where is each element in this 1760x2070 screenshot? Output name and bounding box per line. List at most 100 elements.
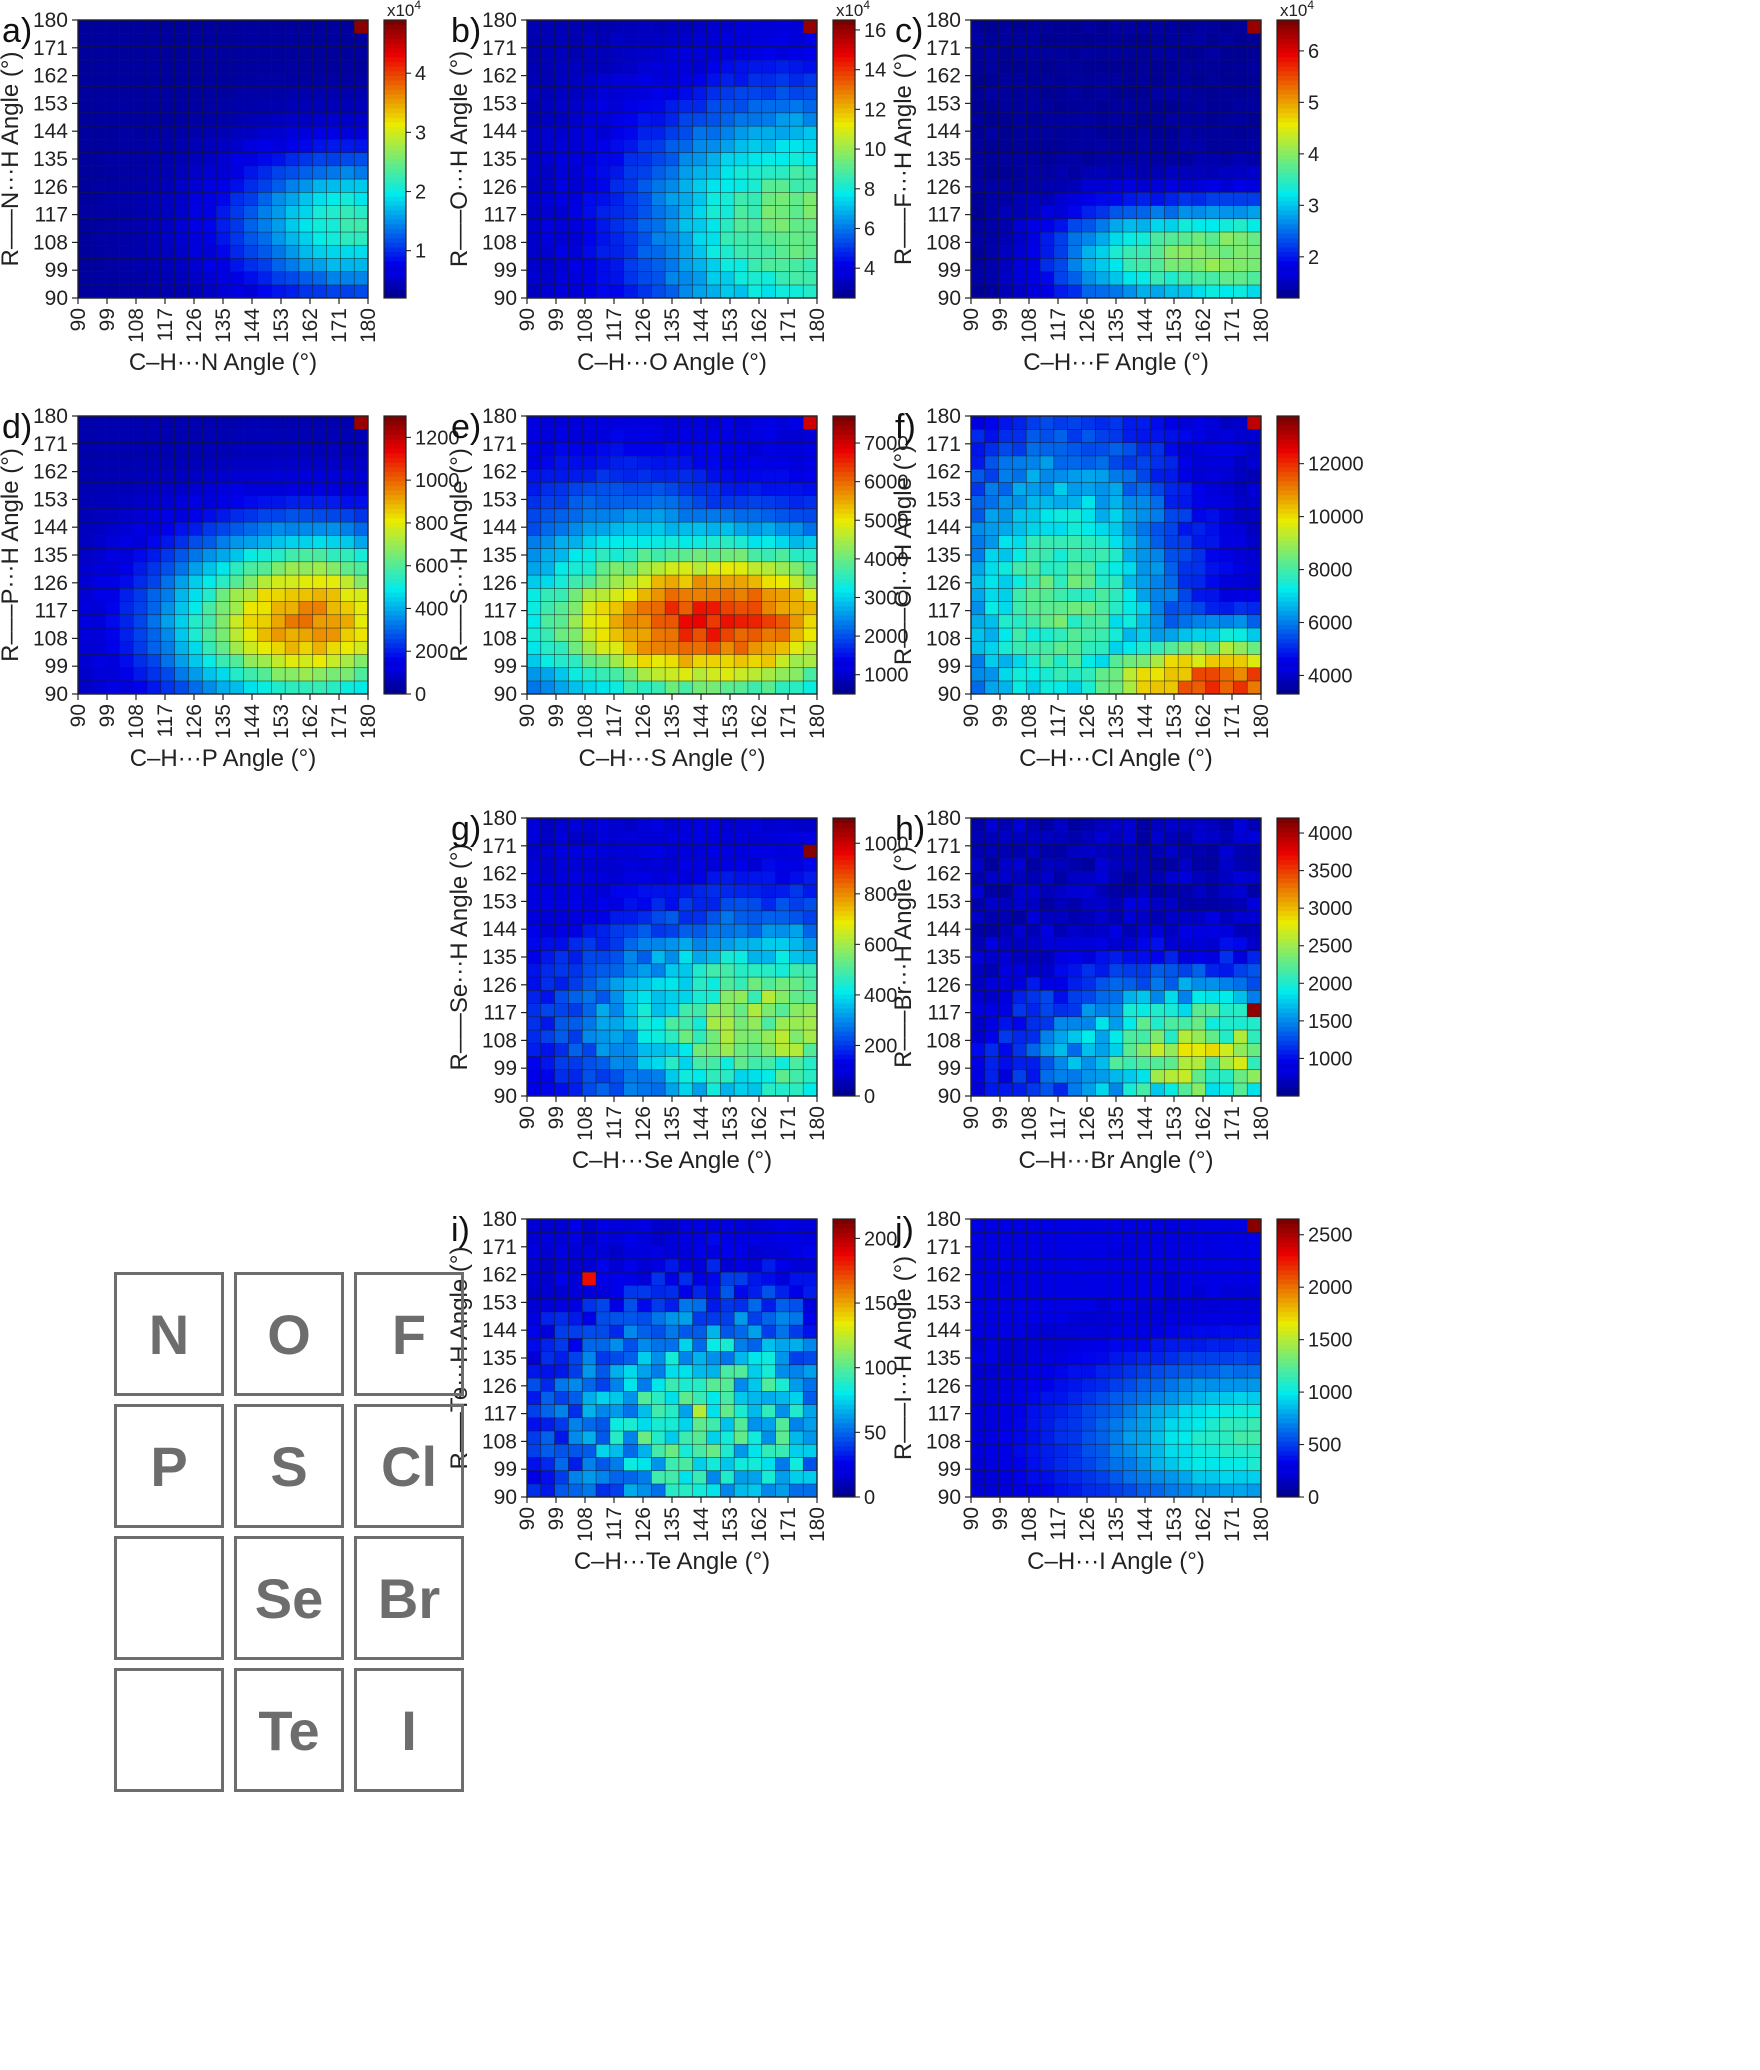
heatmap-cell (1122, 667, 1138, 682)
heatmap-cell (789, 85, 804, 100)
heatmap-cell (1150, 601, 1165, 616)
heatmap-cell (1233, 830, 1248, 845)
heatmap-cell (271, 138, 286, 153)
heatmap-cell (1150, 218, 1165, 233)
heatmap-cell (1025, 428, 1041, 443)
heatmap-cell (568, 548, 583, 563)
heatmap-cell (802, 1298, 818, 1313)
heatmap-cell (998, 468, 1013, 483)
heatmap-cell (1246, 1042, 1262, 1057)
heatmap-cell (692, 46, 708, 61)
x-tick-label: 162 (748, 1106, 771, 1141)
heatmap-cell (1246, 1055, 1262, 1071)
heatmap-cell (1246, 191, 1262, 206)
heatmap-cell (271, 508, 286, 523)
colorbar-segment (833, 108, 855, 114)
heatmap-cell (1246, 455, 1262, 470)
colorbar-segment (384, 661, 406, 667)
heatmap-cell (1136, 1069, 1152, 1084)
heatmap-cell (664, 284, 680, 299)
heatmap-cell (970, 817, 986, 832)
heatmap-cell (581, 883, 597, 898)
heatmap-cell (1053, 587, 1069, 602)
heatmap-cell (984, 1055, 1000, 1071)
y-tick-label: 117 (928, 1002, 961, 1025)
heatmap-cell (1122, 548, 1138, 563)
heatmap-cell (1136, 1082, 1152, 1097)
heatmap-cell (720, 976, 735, 991)
heatmap-cell (789, 508, 804, 523)
heatmap-cell (1053, 72, 1069, 87)
x-tick-label: 180 (357, 704, 380, 739)
heatmap-cell (692, 1324, 708, 1339)
x-tick-label: 144 (690, 308, 713, 343)
heatmap-cell (554, 32, 569, 47)
heatmap-cell (174, 125, 189, 140)
heatmap-cell (188, 428, 203, 443)
heatmap-cell (1177, 428, 1193, 443)
heatmap-cell (1039, 870, 1055, 885)
heatmap-cell (91, 640, 107, 655)
colorbar-segment (1277, 1068, 1299, 1074)
heatmap-cell (678, 1470, 694, 1485)
heatmap-cell (733, 1324, 749, 1339)
heatmap-cell (1067, 857, 1082, 872)
heatmap-cell (733, 950, 749, 965)
heatmap-cell (554, 1311, 569, 1326)
heatmap-cell (984, 667, 1000, 682)
heatmap-cell (554, 1016, 569, 1031)
heatmap-cell (1094, 218, 1110, 233)
heatmap-cell (540, 561, 556, 576)
heatmap-cell (789, 561, 804, 576)
heatmap-cell (1012, 950, 1027, 965)
heatmap-cell (1122, 963, 1138, 978)
colorbar-segment (1277, 887, 1299, 893)
heatmap-cell (271, 561, 286, 576)
heatmap-cell (970, 910, 986, 925)
heatmap-cell (984, 1069, 1000, 1084)
heatmap-cell (650, 72, 666, 87)
heatmap-cell (775, 587, 790, 602)
heatmap-cell (554, 152, 569, 167)
heatmap-cell (1191, 963, 1207, 978)
heatmap-cell (1136, 857, 1152, 872)
heatmap-cell (1219, 653, 1234, 669)
heatmap-cell (1012, 165, 1027, 180)
heatmap-cell (1177, 415, 1193, 430)
heatmap-cell (581, 870, 597, 885)
heatmap-cell (1191, 561, 1207, 576)
heatmap-cell (761, 601, 777, 616)
heatmap-cell (1136, 125, 1152, 140)
heatmap-cell (1108, 601, 1124, 616)
heatmap-cell (1012, 125, 1027, 140)
heatmap-cell (1094, 442, 1110, 457)
colorbar-segment (1277, 429, 1299, 435)
heatmap-cell (146, 455, 162, 470)
heatmap-cell (650, 627, 666, 642)
heatmap-cell (789, 481, 804, 496)
panel-label: d) (2, 408, 32, 446)
heatmap-cell (1081, 1016, 1096, 1031)
heatmap-cell (761, 99, 777, 114)
heatmap-cell (720, 415, 735, 430)
heatmap-cell (105, 218, 120, 233)
colorbar-segment (1277, 20, 1299, 26)
heatmap-cell (215, 271, 231, 286)
heatmap-cell (1094, 989, 1110, 1004)
heatmap-cell (595, 46, 611, 61)
heatmap-cell (271, 191, 286, 206)
heatmap-cell (526, 1069, 542, 1084)
heatmap-cell (720, 1082, 735, 1097)
heatmap-cell (340, 587, 355, 602)
heatmap-cell (998, 205, 1013, 220)
heatmap-cell (664, 857, 680, 872)
heatmap-cell (581, 1258, 597, 1273)
colorbar-segment (1277, 827, 1299, 833)
colorbar-segment (1277, 443, 1299, 449)
heatmap-cell (312, 99, 328, 114)
heatmap-cell (174, 561, 189, 576)
heatmap-cell (568, 1483, 583, 1498)
heatmap-cell (1150, 587, 1165, 602)
heatmap-cell (188, 138, 203, 153)
heatmap-cell (789, 218, 804, 233)
